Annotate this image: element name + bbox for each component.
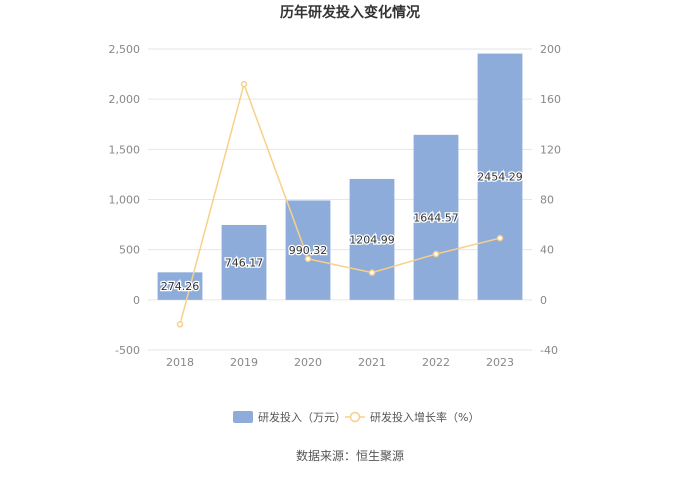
growth-line: [179, 81, 501, 325]
left-tick-label: 500: [119, 244, 140, 257]
left-tick-label: -500: [115, 344, 140, 357]
bar-value-label: 2454.29: [477, 171, 523, 184]
chart-title: 历年研发投入变化情况: [280, 4, 420, 21]
bar-series: [157, 53, 523, 300]
line-point: [368, 269, 376, 276]
left-tick-label: 0: [133, 294, 140, 307]
bar-value-label: 1644.57: [413, 211, 459, 224]
left-tick-label: 1,000: [109, 194, 141, 207]
right-tick-label: 40: [540, 244, 554, 257]
legend-bar-label: 研发投入（万元）: [258, 410, 346, 424]
right-tick-label: 160: [540, 93, 561, 106]
bar-value-label: 1204.99: [349, 233, 395, 246]
right-tick-label: 80: [540, 194, 554, 207]
right-tick-label: 120: [540, 143, 561, 156]
bar: [477, 53, 523, 300]
left-tick-label: 2,000: [109, 93, 141, 106]
right-tick-label: 200: [540, 43, 561, 56]
bar-value-label: 274.26: [161, 280, 200, 293]
bar: [413, 134, 459, 300]
right-tick-label: 0: [540, 294, 547, 307]
legend-line-marker: [349, 411, 361, 423]
line-point: [496, 234, 504, 242]
x-tick-label: 2021: [358, 356, 386, 369]
line-series: [176, 80, 504, 328]
legend-bar-swatch: [233, 411, 253, 423]
bar: [221, 224, 267, 300]
right-tick-label: -40: [540, 344, 558, 357]
x-tick-label: 2022: [422, 356, 450, 369]
x-tick-label: 2023: [486, 356, 514, 369]
source-note: 数据来源：恒生聚源: [296, 448, 404, 463]
x-tick-label: 2018: [166, 356, 194, 369]
legend-line-label: 研发投入增长率（%）: [370, 410, 479, 424]
x-axis: 2018 2019 2020 2021 2022 2023: [166, 356, 514, 369]
x-tick-label: 2019: [230, 356, 258, 369]
left-tick-label: 2,500: [109, 43, 141, 56]
data-labels: 274.26 746.17 990.32 1204.99 1644.57 2454.29: [160, 169, 525, 294]
bar-value-label: 990.32: [289, 244, 328, 257]
right-y-axis: -40 0 40 80 120 160 200: [540, 43, 561, 357]
line-point: [240, 80, 248, 88]
bar-value-label: 746.17: [225, 256, 264, 269]
line-point: [176, 321, 184, 328]
grid-lines: [148, 48, 532, 351]
bar: [157, 272, 203, 300]
legend: 研发投入（万元） 研发投入增长率（%）: [233, 410, 479, 424]
line-point: [304, 255, 312, 263]
left-tick-label: 1,500: [109, 143, 141, 156]
bar: [349, 178, 395, 300]
left-y-axis: -500 0 500 1,000 1,500 2,000 2,500: [109, 43, 141, 357]
x-tick-label: 2020: [294, 356, 322, 369]
line-point: [432, 250, 440, 258]
